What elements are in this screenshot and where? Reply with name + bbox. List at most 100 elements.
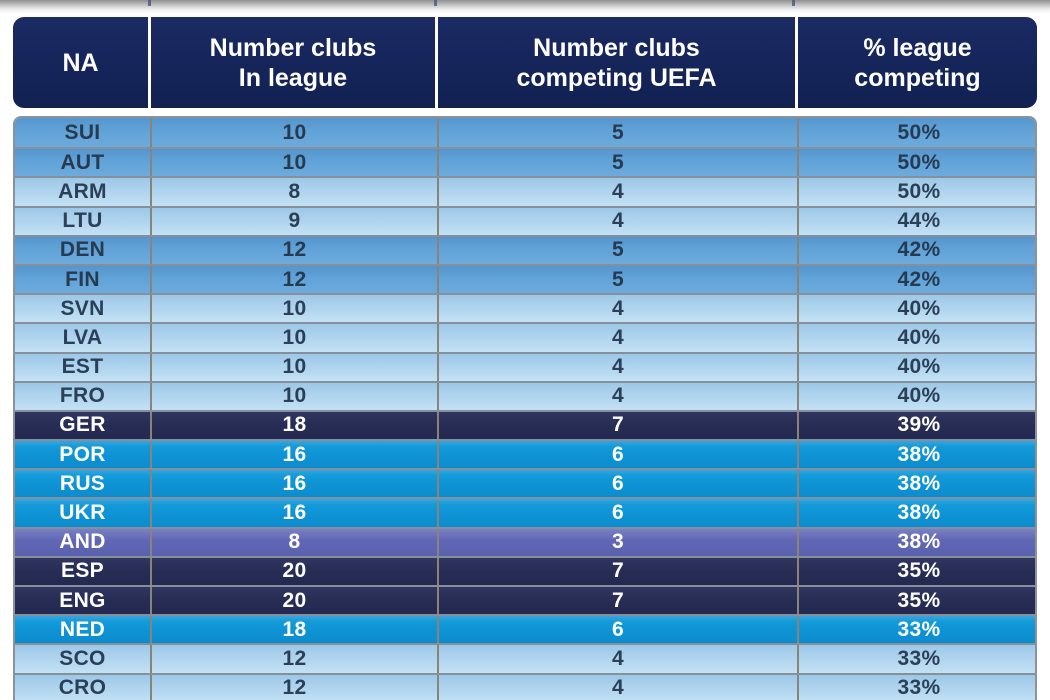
cell-clubs-in-league: 18 [150,411,437,440]
table-row-lva: LVA 10 4 40% [15,322,1035,352]
cell-clubs-competing-uefa: 7 [437,557,797,585]
cell-clubs-in-league: 16 [150,499,437,527]
cell-na: CRO [58,676,107,700]
cell-clubs-competing-uefa: 4 [437,295,797,323]
cell-clubs-in-league: 10 [150,295,437,323]
cell-percent-competing: 33% [797,645,1035,673]
cell-percent-competing: 42% [797,236,1035,264]
cell-clubs-in-league: 12 [150,674,437,700]
cell-clubs-competing-uefa: 7 [437,587,797,615]
cell-clubs-in-league: 10 [150,353,437,381]
cell-clubs-in-league: 16 [150,470,437,498]
cell-na: POR [59,442,106,466]
table-row-cro: CRO 12 4 33% [15,672,1035,700]
cell-percent-competing: 38% [797,528,1035,556]
column-guide-mark [434,0,437,6]
table-row-est: EST 10 4 40% [15,351,1035,381]
cell-na: UKR [59,501,106,525]
table-row-fro: FRO 10 4 40% [15,380,1035,410]
cell-na: FIN [65,267,100,291]
table-row-and: AND 8 3 38% [15,526,1035,556]
cell-clubs-competing-uefa: 4 [437,674,797,700]
table-row-ukr: UKR 16 6 38% [15,497,1035,527]
cell-clubs-in-league: 20 [150,587,437,615]
cell-na: LVA [62,325,103,349]
cell-clubs-competing-uefa: 6 [437,616,797,644]
cell-clubs-in-league: 8 [150,178,437,206]
cell-na: DEN [59,238,106,262]
cell-percent-competing: 50% [797,178,1035,206]
cell-clubs-competing-uefa: 5 [437,265,797,294]
cell-percent-competing: 40% [797,382,1035,410]
cell-clubs-in-league: 18 [150,616,437,644]
header-number-clubs-in-league: Number clubs In league [148,17,435,108]
cell-clubs-in-league: 10 [150,149,437,177]
table-row-fin: FIN 12 5 42% [15,263,1035,294]
cell-clubs-in-league: 10 [150,324,437,352]
column-guide-mark [792,0,795,6]
league-table: NA Number clubs In league Number clubs c… [13,17,1037,700]
cell-clubs-competing-uefa: 5 [437,236,797,264]
cell-percent-competing: 40% [797,353,1035,381]
table-row-eng: ENG 20 7 35% [15,585,1035,615]
cell-percent-competing: 39% [797,411,1035,440]
table-row-den: DEN 12 5 42% [15,234,1035,264]
header-na: NA [62,48,99,77]
cell-clubs-competing-uefa: 3 [437,528,797,556]
table-row-rus: RUS 16 6 38% [15,468,1035,498]
table-header-row: NA Number clubs In league Number clubs c… [13,17,1037,108]
cell-na: SVN [60,296,105,320]
cell-percent-competing: 38% [797,499,1035,527]
cell-percent-competing: 50% [797,118,1035,148]
cell-clubs-in-league: 12 [150,236,437,264]
cell-percent-competing: 40% [797,324,1035,352]
cell-percent-competing: 33% [797,616,1035,644]
cell-na: FRO [59,384,106,408]
cell-na: LTU [62,209,103,233]
cell-clubs-in-league: 8 [150,528,437,556]
cell-clubs-competing-uefa: 4 [437,324,797,352]
cell-clubs-in-league: 9 [150,207,437,235]
table-row-sui: SUI 10 5 50% [15,118,1035,148]
cell-clubs-in-league: 20 [150,557,437,585]
cell-na: RUS [59,471,106,495]
cell-na: SUI [64,120,101,144]
cell-clubs-competing-uefa: 6 [437,470,797,498]
cell-na: ENG [59,588,106,612]
cell-clubs-competing-uefa: 4 [437,382,797,410]
cell-percent-competing: 40% [797,295,1035,323]
table-row-svn: SVN 10 4 40% [15,293,1035,323]
cell-percent-competing: 35% [797,587,1035,615]
cell-clubs-competing-uefa: 7 [437,411,797,440]
table-row-ned: NED 18 6 33% [15,614,1035,644]
cell-na: ESP [61,559,104,583]
cell-clubs-in-league: 10 [150,118,437,148]
cell-na: EST [61,355,104,379]
cell-percent-competing: 38% [797,470,1035,498]
header-percent-league-competing: % league competing [795,17,1037,108]
table-body: SUI 10 5 50% AUT 10 5 50% ARM 8 4 50% LTU 9 4 44% DEN 12 5… [13,116,1037,700]
cell-clubs-competing-uefa: 4 [437,353,797,381]
cell-na: ARM [58,179,107,203]
header-number-clubs-competing-uefa: Number clubs competing UEFA [435,17,795,108]
table-row-arm: ARM 8 4 50% [15,176,1035,206]
cell-percent-competing: 44% [797,207,1035,235]
cell-percent-competing: 50% [797,149,1035,177]
top-gradient-strip [0,0,1050,14]
cell-clubs-competing-uefa: 6 [437,441,797,469]
cell-clubs-competing-uefa: 5 [437,149,797,177]
table-row-esp: ESP 20 7 35% [15,555,1035,585]
table-row-aut: AUT 10 5 50% [15,147,1035,177]
cell-clubs-in-league: 10 [150,382,437,410]
cell-percent-competing: 42% [797,265,1035,294]
cell-percent-competing: 38% [797,441,1035,469]
cell-na: AUT [60,150,105,174]
cell-clubs-in-league: 12 [150,265,437,294]
cell-na: AND [59,530,106,554]
cell-clubs-competing-uefa: 4 [437,207,797,235]
table-row-ltu: LTU 9 4 44% [15,205,1035,235]
cell-clubs-competing-uefa: 4 [437,178,797,206]
column-guide-mark [148,0,151,6]
table-row-por: POR 16 6 38% [15,439,1035,469]
